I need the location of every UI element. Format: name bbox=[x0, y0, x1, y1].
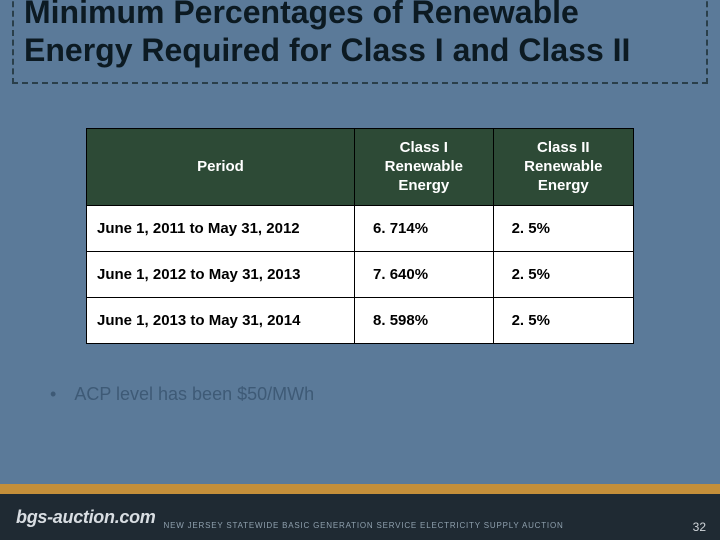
column-header-period: Period bbox=[87, 129, 355, 206]
cell-class1: 8. 598% bbox=[355, 298, 494, 344]
cell-period: June 1, 2011 to May 31, 2012 bbox=[87, 206, 355, 252]
footer-brand: bgs-auction.com bbox=[16, 507, 156, 528]
cell-class2: 2. 5% bbox=[493, 252, 633, 298]
renewable-table: Period Class I Renewable Energy Class II… bbox=[86, 128, 634, 344]
table-row: June 1, 2011 to May 31, 2012 6. 714% 2. … bbox=[87, 206, 634, 252]
cell-class1: 6. 714% bbox=[355, 206, 494, 252]
bullet-text: ACP level has been $50/MWh bbox=[74, 384, 314, 404]
cell-class2: 2. 5% bbox=[493, 298, 633, 344]
column-header-class2: Class II Renewable Energy bbox=[493, 129, 633, 206]
cell-period: June 1, 2013 to May 31, 2014 bbox=[87, 298, 355, 344]
table-header-row: Period Class I Renewable Energy Class II… bbox=[87, 129, 634, 206]
footer-tagline: NEW JERSEY STATEWIDE BASIC GENERATION SE… bbox=[164, 521, 564, 540]
cell-class1: 7. 640% bbox=[355, 252, 494, 298]
accent-stripe bbox=[0, 484, 720, 494]
cell-period: June 1, 2012 to May 31, 2013 bbox=[87, 252, 355, 298]
cell-class2: 2. 5% bbox=[493, 206, 633, 252]
bullet-item: • ACP level has been $50/MWh bbox=[50, 384, 314, 405]
table-row: June 1, 2013 to May 31, 2014 8. 598% 2. … bbox=[87, 298, 634, 344]
page-number: 32 bbox=[693, 520, 706, 534]
title-box: Minimum Percentages of Renewable Energy … bbox=[12, 0, 708, 84]
table-row: June 1, 2012 to May 31, 2013 7. 640% 2. … bbox=[87, 252, 634, 298]
page-title: Minimum Percentages of Renewable Energy … bbox=[24, 0, 696, 70]
footer-bar: bgs-auction.com NEW JERSEY STATEWIDE BAS… bbox=[0, 494, 720, 540]
column-header-class1: Class I Renewable Energy bbox=[355, 129, 494, 206]
bullet-dot-icon: • bbox=[50, 384, 56, 404]
